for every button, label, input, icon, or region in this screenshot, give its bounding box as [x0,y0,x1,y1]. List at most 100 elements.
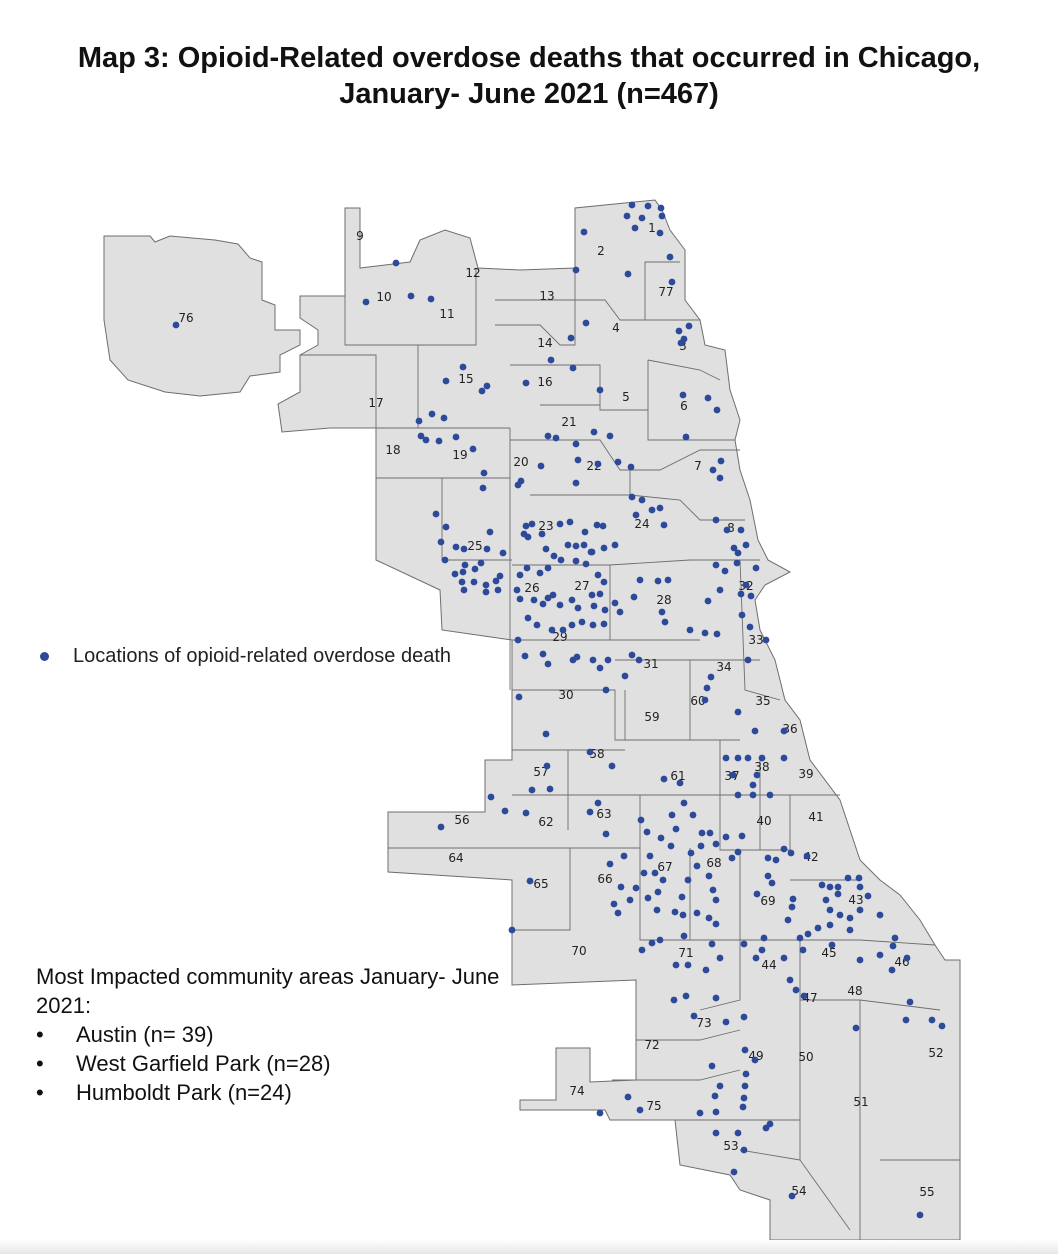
overdose-location-marker [572,557,580,565]
overdose-location-marker [407,292,415,300]
overdose-location-marker [524,533,532,541]
overdose-location-marker [636,1106,644,1114]
overdose-location-marker [758,946,766,954]
community-area-label: 21 [561,415,576,429]
overdose-location-marker [680,799,688,807]
overdose-location-marker [660,775,668,783]
overdose-location-marker [687,849,695,857]
overdose-location-marker [596,1109,604,1117]
overdose-location-marker [716,586,724,594]
overdose-location-marker [716,474,724,482]
overdose-location-marker [716,1082,724,1090]
overdose-location-marker [702,966,710,974]
overdose-location-marker [478,387,486,395]
overdose-location-marker [713,630,721,638]
overdose-location-marker [621,672,629,680]
overdose-location-marker [729,771,737,779]
overdose-location-marker [610,900,618,908]
overdose-location-marker [677,339,685,347]
overdose-location-marker [617,883,625,891]
overdose-location-marker [684,876,692,884]
community-area-label: 31 [643,657,658,671]
overdose-location-marker [734,791,742,799]
overdose-location-marker [596,664,604,672]
overdose-location-marker [589,656,597,664]
overdose-location-marker [573,653,581,661]
impact-panel: Most Impacted community areas January- J… [36,962,516,1107]
overdose-location-marker [604,656,612,664]
overdose-location-marker [679,391,687,399]
overdose-location-marker [594,460,602,468]
overdose-location-marker [768,879,776,887]
overdose-location-marker [566,518,574,526]
overdose-location-marker [437,823,445,831]
overdose-location-marker [734,754,742,762]
overdose-location-marker [590,602,598,610]
overdose-location-marker [441,556,449,564]
community-area-label: 59 [644,710,659,724]
community-area-label: 64 [448,851,463,865]
overdose-location-marker [787,849,795,857]
community-area-label: 74 [569,1084,584,1098]
overdose-location-marker [747,592,755,600]
overdose-location-marker [766,791,774,799]
overdose-location-marker [684,961,692,969]
community-area-label: 12 [465,266,480,280]
overdose-location-marker [522,809,530,817]
overdose-location-marker [704,394,712,402]
overdose-location-marker [740,940,748,948]
overdose-location-marker [172,321,180,329]
overdose-location-marker [435,437,443,445]
community-area-label: 75 [646,1099,661,1113]
overdose-location-marker [442,523,450,531]
community-area-label: 1 [648,221,656,235]
overdose-location-marker [470,578,478,586]
overdose-location-marker [620,852,628,860]
overdose-location-marker [486,528,494,536]
overdose-location-marker [734,549,742,557]
overdose-location-marker [822,896,830,904]
community-area-label: 20 [513,455,528,469]
overdose-location-marker [653,906,661,914]
community-area-label: 73 [696,1016,711,1030]
overdose-location-marker [855,874,863,882]
overdose-location-marker [741,1046,749,1054]
overdose-location-marker [494,586,502,594]
overdose-location-marker [523,564,531,572]
overdose-location-marker [701,696,709,704]
overdose-location-marker [572,542,580,550]
community-area-label: 41 [808,810,823,824]
overdose-location-marker [635,656,643,664]
overdose-location-marker [508,926,516,934]
community-area-label: 70 [571,944,586,958]
overdose-location-marker [697,842,705,850]
community-area-label: 10 [376,290,391,304]
overdose-location-marker [499,549,507,557]
overdose-location-marker [706,829,714,837]
community-area-label: 71 [678,946,693,960]
overdose-location-marker [637,816,645,824]
overdose-location-marker [734,1129,742,1137]
community-area-label: 33 [748,633,763,647]
map-legend: Locations of opioid-related overdose dea… [40,645,451,668]
overdose-location-marker [537,462,545,470]
community-area-label: 19 [452,448,467,462]
community-area-label: 8 [727,521,735,535]
overdose-location-marker [460,545,468,553]
overdose-location-marker [826,921,834,929]
overdose-location-marker [680,932,688,940]
overdose-location-marker [707,673,715,681]
overdose-location-marker [693,909,701,917]
overdose-location-marker [711,1092,719,1100]
overdose-location-marker [543,762,551,770]
overdose-location-marker [826,883,834,891]
overdose-location-marker [657,204,665,212]
overdose-location-marker [417,432,425,440]
overdose-location-marker [601,606,609,614]
overdose-location-marker [651,869,659,877]
overdose-location-marker [780,727,788,735]
overdose-location-marker [712,516,720,524]
overdose-location-marker [630,593,638,601]
overdose-location-marker [764,872,772,880]
overdose-location-marker [458,578,466,586]
